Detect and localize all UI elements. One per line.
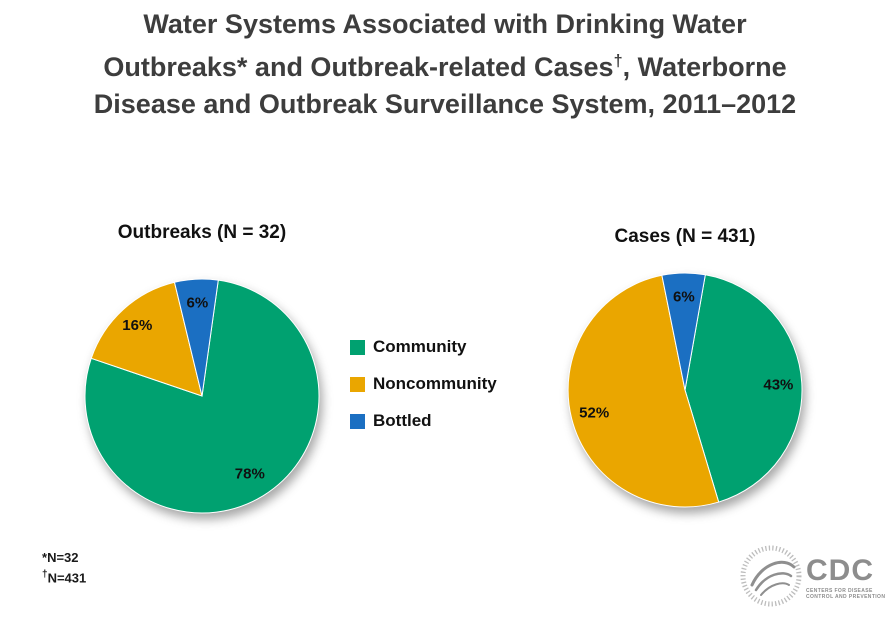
noncommunity-color-swatch xyxy=(350,376,365,392)
pie-slice-community xyxy=(684,274,803,503)
title-dagger: † xyxy=(613,52,623,70)
pie-percent-label-community: 43% xyxy=(763,377,793,394)
cdc-logo: CDC Centers for Disease Control and Prev… xyxy=(806,554,885,601)
footnote-dagger: † xyxy=(42,569,48,580)
legend-label-community: Community xyxy=(373,337,467,356)
cases-chart-title: Cases (N = 431) xyxy=(614,226,756,247)
cases-pie-chart: 43% 52% 6% xyxy=(567,272,803,508)
legend: Community Noncommunity Bottled xyxy=(350,337,497,448)
footnote-outbreaks-text: N=32 xyxy=(47,550,79,565)
hhs-logo xyxy=(740,545,802,607)
hhs-seal-ring xyxy=(740,545,802,607)
legend-label-noncommunity: Noncommunity xyxy=(373,374,497,393)
hhs-eagle-stroke xyxy=(760,582,790,596)
cdc-logo-text: CDC xyxy=(806,554,874,587)
pie-percent-label-community: 78% xyxy=(235,466,265,483)
pie-slice-noncommunity xyxy=(90,281,203,397)
legend-label-bottled: Bottled xyxy=(373,411,432,430)
community-color-swatch xyxy=(350,339,365,355)
hhs-eagle-stroke xyxy=(750,561,796,587)
title-line-2: Outbreaks* and Outbreak-related Cases†, … xyxy=(10,43,880,86)
pie-percent-label-bottled: 6% xyxy=(187,295,209,312)
title-line-2-tail: , Waterborne xyxy=(622,52,787,82)
outbreaks-chart-title: Outbreaks (N = 32) xyxy=(117,222,287,243)
cdc-tagline: Centers for Disease Control and Preventi… xyxy=(806,588,885,600)
title-line-3: Disease and Outbreak Surveillance System… xyxy=(93,89,797,119)
footnote-asterisk: * xyxy=(42,550,48,565)
footnote-outbreaks: *N=32 xyxy=(42,549,86,566)
slide-title: Water Systems Associated with Drinking W… xyxy=(10,6,880,123)
legend-item-noncommunity: Noncommunity xyxy=(350,374,497,394)
pie-percent-label-bottled: 6% xyxy=(673,288,695,305)
hhs-eagle-stroke xyxy=(754,572,793,592)
footnote-cases-text: N=431 xyxy=(47,570,87,586)
footnote-cases: †N=431 xyxy=(42,566,86,586)
cdc-tagline-line-2: Control and Prevention xyxy=(806,594,886,600)
legend-item-bottled: Bottled xyxy=(350,411,497,431)
outbreaks-pie-chart: 78% 16% 6% xyxy=(84,278,320,514)
legend-item-community: Community xyxy=(350,337,497,357)
pie-percent-label-noncommunity: 16% xyxy=(122,317,152,334)
footnotes: *N=32 †N=431 xyxy=(42,549,86,586)
pie-slice-bottled xyxy=(173,278,219,397)
pie-slice-community xyxy=(84,279,320,514)
title-line-2-text: Outbreaks* and Outbreak-related Cases xyxy=(103,52,614,82)
bottled-color-swatch xyxy=(350,413,365,429)
pie-slice-bottled xyxy=(661,272,706,391)
cdc-tagline-line-1: Centers for Disease xyxy=(806,588,873,594)
title-line-1: Water Systems Associated with Drinking W… xyxy=(143,9,747,39)
pie-slice-noncommunity xyxy=(567,274,720,508)
pie-percent-label-noncommunity: 52% xyxy=(579,405,609,422)
